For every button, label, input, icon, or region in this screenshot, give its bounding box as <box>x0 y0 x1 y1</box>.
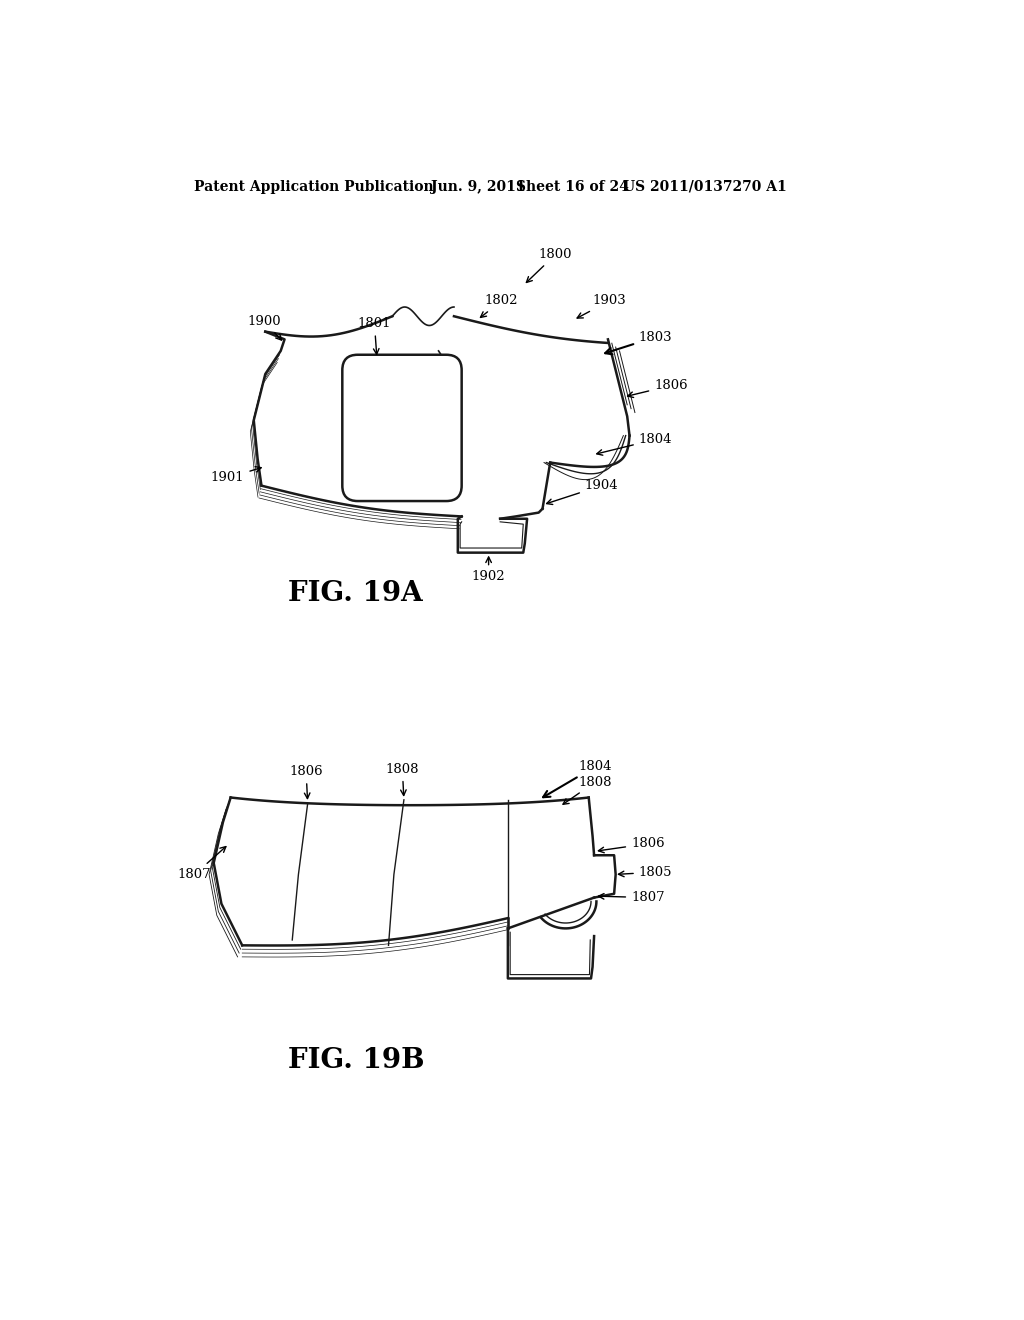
Text: 1900: 1900 <box>247 315 282 341</box>
Text: 1807: 1807 <box>598 891 665 904</box>
Text: 1800: 1800 <box>526 248 572 282</box>
FancyBboxPatch shape <box>342 355 462 502</box>
Text: 1806: 1806 <box>628 379 688 397</box>
Text: 1806: 1806 <box>290 766 323 799</box>
Text: 1805: 1805 <box>618 866 673 879</box>
Text: Sheet 16 of 24: Sheet 16 of 24 <box>515 180 629 194</box>
Text: 1806: 1806 <box>598 837 665 853</box>
Text: 1901: 1901 <box>211 467 261 484</box>
Text: FIG. 19A: FIG. 19A <box>289 579 423 607</box>
Text: FIG. 19B: FIG. 19B <box>289 1047 425 1074</box>
Text: Jun. 9, 2011: Jun. 9, 2011 <box>431 180 525 194</box>
Text: 1801: 1801 <box>357 317 391 354</box>
Text: 1808: 1808 <box>386 763 419 796</box>
Text: 1904: 1904 <box>547 479 618 504</box>
Text: 1803: 1803 <box>605 330 673 354</box>
Text: 1804: 1804 <box>597 433 673 455</box>
Text: 1902: 1902 <box>472 557 506 583</box>
Text: 1804: 1804 <box>543 760 611 797</box>
Text: Patent Application Publication: Patent Application Publication <box>194 180 433 194</box>
Text: 1903: 1903 <box>578 294 627 318</box>
Text: US 2011/0137270 A1: US 2011/0137270 A1 <box>624 180 787 194</box>
Text: 1802: 1802 <box>480 294 518 317</box>
Text: 1807: 1807 <box>178 846 226 880</box>
Text: 1808: 1808 <box>563 776 611 804</box>
